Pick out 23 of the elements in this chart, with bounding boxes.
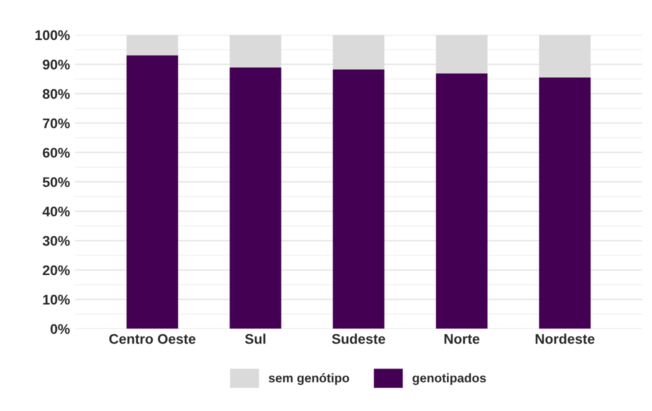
bar [539,78,591,329]
y-tick-label: 40% [42,206,70,216]
y-tick-label: 100% [35,30,70,40]
y-tick-label: 10% [43,294,70,305]
y-tick-label: 30% [42,236,70,246]
bar [126,55,178,329]
y-tick-label: 60% [42,148,70,158]
legend-label: sem genótipo [268,373,350,385]
bar [332,69,384,329]
y-tick-label: 20% [42,265,70,276]
bar [230,68,282,329]
y-tick-label: 80% [42,89,70,99]
y-tick-label: 0% [50,324,70,334]
legend-label: genotipados [412,373,486,385]
x-tick-label: Sudeste [332,334,386,344]
y-tick-label: 70% [42,118,70,128]
x-tick-label: Nordeste [536,334,594,344]
y-tick-label: 90% [42,60,70,70]
bar [436,73,488,329]
y-tick-label: 50% [42,177,70,188]
x-tick-label: Sul [245,334,266,344]
x-tick-label: Norte [444,334,480,344]
x-tick-label: Centro Oeste [109,334,196,344]
